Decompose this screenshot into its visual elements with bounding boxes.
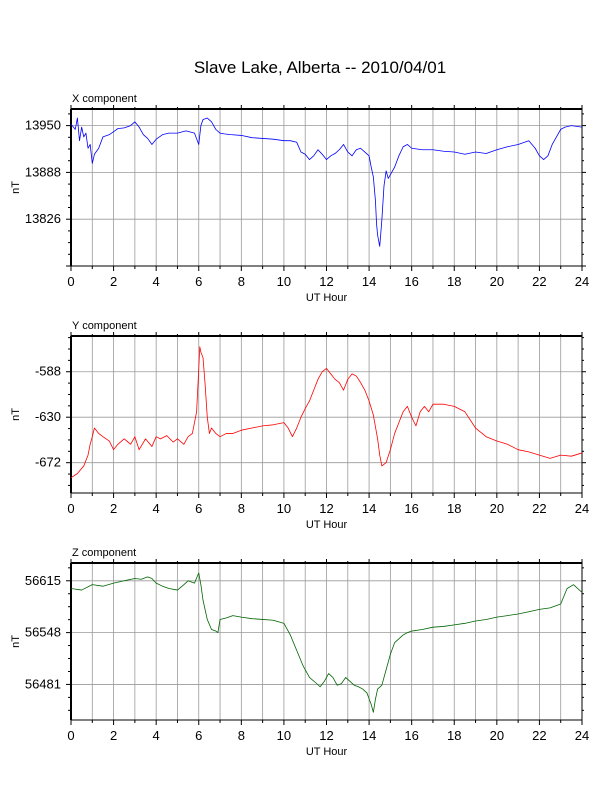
y-axis: -672 -630 -588 nT [10, 337, 586, 486]
x-tick-label: 16 [404, 501, 418, 516]
x-tick-label: 24 [575, 501, 589, 516]
y-tick-label: -630 [35, 409, 61, 424]
x-tick-label: 20 [490, 501, 504, 516]
x-tick-label: 10 [277, 274, 291, 289]
x-tick-label: 16 [404, 728, 418, 743]
x-tick-label: 8 [238, 728, 245, 743]
x-tick-label: 2 [110, 728, 117, 743]
y-tick-label: -588 [35, 364, 61, 379]
x-tick-label: 10 [277, 728, 291, 743]
x-tick-label: 16 [404, 274, 418, 289]
grid [71, 336, 582, 493]
x-tick-label: 4 [153, 274, 160, 289]
panel-label: Y component [72, 320, 137, 332]
x-tick-label: 20 [490, 274, 504, 289]
x-tick-label: 10 [277, 501, 291, 516]
x-tick-label: 12 [319, 728, 333, 743]
y-axis-label: nT [10, 408, 22, 421]
x-tick-label: 8 [238, 274, 245, 289]
series-line-1 [70, 572, 583, 713]
y-tick-label: 56481 [25, 676, 61, 691]
x-tick-label: 22 [532, 274, 546, 289]
x-tick-label: 24 [575, 274, 589, 289]
y-tick-label: 56548 [25, 625, 61, 640]
x-tick-label: 2 [110, 274, 117, 289]
x-tick-label: 22 [532, 728, 546, 743]
panel-label: X component [72, 93, 137, 105]
x-tick-label: 14 [362, 728, 376, 743]
y-axis-label: nT [10, 635, 22, 648]
x-tick-label: 4 [153, 728, 160, 743]
x-tick-label: 6 [195, 501, 202, 516]
y-axis: 13826 13888 13950 nT [10, 113, 586, 267]
x-tick-label: 6 [195, 728, 202, 743]
series-line-1 [70, 117, 583, 247]
panel-label: Z component [72, 547, 136, 559]
series-line-1 [70, 346, 583, 479]
x-tick-label: 20 [490, 728, 504, 743]
y-tick-label: 13826 [25, 211, 61, 226]
x-tick-label: 8 [238, 501, 245, 516]
y-tick-label: 56615 [25, 573, 61, 588]
x-tick-label: 4 [153, 501, 160, 516]
x-tick-label: 0 [67, 501, 74, 516]
x-axis-label: UT Hour [306, 519, 348, 531]
y-tick-label: -672 [35, 455, 61, 470]
x-axis-label: UT Hour [306, 746, 348, 758]
x-tick-label: 24 [575, 728, 589, 743]
x-tick-label: 18 [447, 728, 461, 743]
x-tick-label: 12 [319, 274, 333, 289]
x-axis-label: UT Hour [306, 292, 348, 304]
x-tick-label: 0 [67, 728, 74, 743]
y-tick-label: 13888 [25, 164, 61, 179]
y-axis-label: nT [10, 181, 22, 194]
x-tick-label: 18 [447, 501, 461, 516]
y-axis: 56481 56548 56615 nT [10, 567, 586, 711]
grid [71, 563, 582, 720]
x-tick-label: 14 [362, 501, 376, 516]
x-tick-label: 6 [195, 274, 202, 289]
grid [71, 109, 582, 266]
x-tick-label: 22 [532, 501, 546, 516]
y-tick-label: 13950 [25, 118, 61, 133]
x-tick-label: 14 [362, 274, 376, 289]
page-title: Slave Lake, Alberta -- 2010/04/01 [193, 58, 447, 77]
x-tick-label: 18 [447, 274, 461, 289]
x-tick-label: 12 [319, 501, 333, 516]
x-tick-label: 2 [110, 501, 117, 516]
x-tick-label: 0 [67, 274, 74, 289]
